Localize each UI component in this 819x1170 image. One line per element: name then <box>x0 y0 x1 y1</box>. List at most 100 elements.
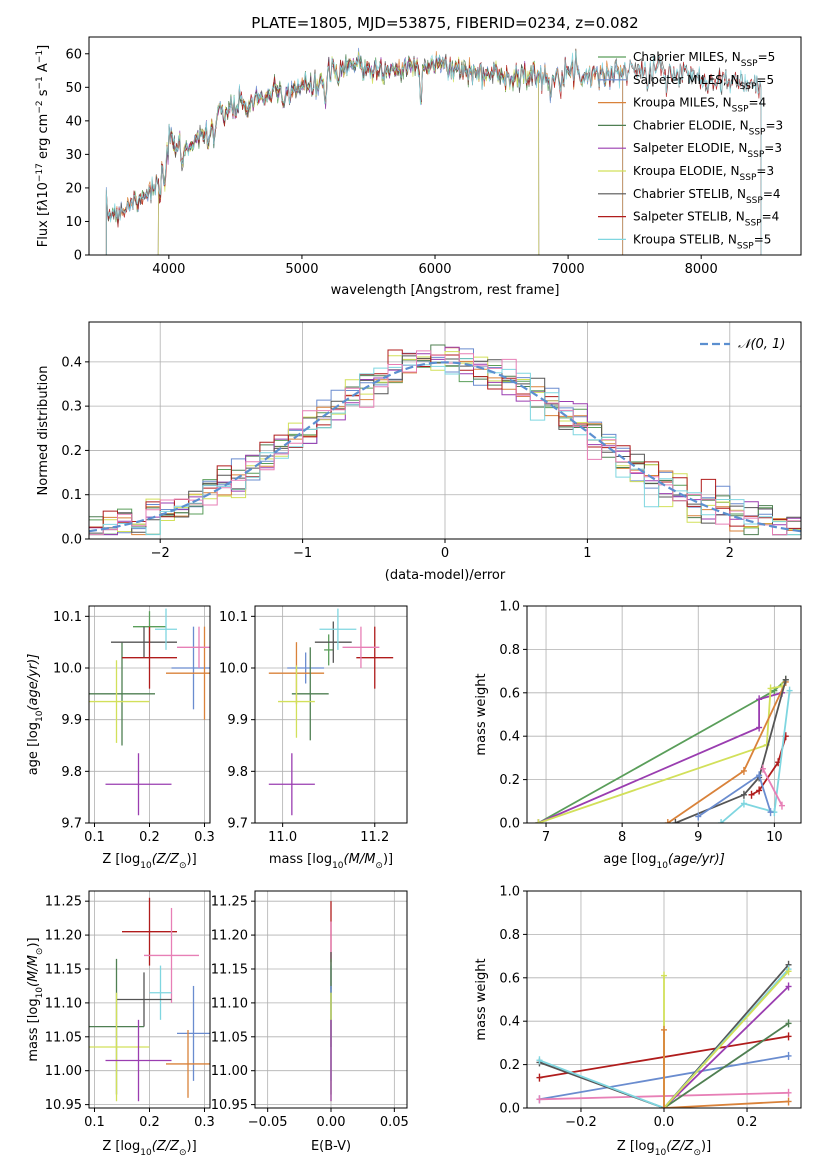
x-tick-label: 6000 <box>418 262 451 277</box>
error-point <box>278 665 315 738</box>
axes-frame <box>254 605 408 824</box>
y-tick-label: 0.4 <box>499 1015 520 1030</box>
error-point <box>319 608 357 650</box>
axes-frame <box>88 321 802 540</box>
spectrum-line <box>105 50 762 255</box>
x-tick-label: 11.2 <box>360 830 389 845</box>
legend-label: Kroupa MILES, NSSP=4 <box>633 96 766 115</box>
error-point <box>356 626 394 689</box>
x-tick-label: 0.3 <box>194 830 215 845</box>
error-point <box>166 1030 210 1098</box>
plot-area <box>268 608 394 816</box>
x-tick-label: 0.1 <box>84 830 105 845</box>
axes-frame <box>526 890 802 1109</box>
x-tick-label: 0.1 <box>84 1115 105 1130</box>
legend-label: 𝒩(0, 1) <box>738 337 785 352</box>
x-tick-label: −2 <box>151 546 170 561</box>
axes-frame <box>526 605 802 824</box>
y-tick-label: 50 <box>65 81 82 96</box>
x-axis-label: Z [log10(Z/Z⊙)] <box>102 1139 196 1158</box>
error-point <box>291 647 329 741</box>
x-tick-label: −0.05 <box>248 1115 288 1130</box>
mass-vs-EBV-axes: −0.05 0.00 0.05 10.95 11.00 11.05 11.10 11.15 11… <box>211 890 409 1154</box>
y-tick-label: 0.2 <box>61 444 82 459</box>
x-tick-label: 7000 <box>552 262 585 277</box>
y-tick-label: 11.20 <box>45 929 82 944</box>
y-tick-label: 10.0 <box>219 662 248 677</box>
massweight-vs-age-axes: 7 8 9 10 0.0 0.2 0.4 0.6 0.8 1.0 age [log10(age/yr… <box>474 600 802 871</box>
error-point <box>314 621 352 663</box>
x-tick-label: 8000 <box>685 262 718 277</box>
y-tick-label: 11.05 <box>211 1030 248 1045</box>
x-tick-label: −1 <box>293 546 312 561</box>
x-tick-label: 0.2 <box>139 1115 160 1130</box>
y-tick-label: 0.2 <box>499 1058 520 1073</box>
legend-label: Kroupa ELODIE, NSSP=3 <box>633 164 774 183</box>
y-tick-label: 1.0 <box>499 600 520 615</box>
y-tick-label: 0.8 <box>499 928 520 943</box>
error-point <box>89 660 150 743</box>
residuals-axes: −2 −1 0 1 2 0.0 0.1 0.2 0.3 0.4 (data-model)/error… <box>36 321 802 583</box>
plot-area <box>89 344 801 536</box>
y-tick-label: 40 <box>65 114 82 129</box>
x-axis-label: E(B-V) <box>311 1139 351 1154</box>
x-tick-label: 4000 <box>152 262 185 277</box>
y-tick-label: 9.7 <box>227 817 248 832</box>
x-axis-label: (data-model)/error <box>385 568 506 583</box>
mass-vs-Z-axes: 0.1 0.2 0.3 10.95 11.00 11.05 11.10 11.15 11.20 1… <box>26 890 215 1158</box>
x-tick-label: 0.00 <box>317 1115 346 1130</box>
spectrum-axes: 4000 5000 6000 7000 8000 0 10 20 30 40 50 60 PLATE=1… <box>35 14 802 298</box>
y-tick-label: 0.3 <box>61 400 82 415</box>
age-vs-Z-axes: 0.1 0.2 0.3 9.7 9.8 9.9 10.0 10.1 Z [log10(Z/Z⊙)… <box>26 605 215 871</box>
x-tick-label: 5000 <box>285 262 318 277</box>
weight-line <box>663 1022 790 1108</box>
y-tick-label: 0.6 <box>499 971 520 986</box>
x-tick-label: −0.2 <box>565 1115 597 1130</box>
plot-area <box>89 608 210 816</box>
y-tick-label: 9.7 <box>61 817 82 832</box>
x-axis-label: mass [log10(M/M⊙)] <box>269 852 393 871</box>
error-point <box>166 626 210 720</box>
axes-frame <box>88 890 211 1109</box>
error-point <box>89 642 155 746</box>
y-tick-label: 0.0 <box>61 533 82 548</box>
error-point <box>111 626 177 658</box>
axes-frame <box>88 605 211 824</box>
weight-line <box>663 1029 789 1108</box>
y-tick-label: 11.15 <box>211 962 248 977</box>
x-axis-label: Z [log10(Z/Z⊙)] <box>102 852 196 871</box>
plot-area <box>105 47 762 255</box>
error-point <box>122 897 177 966</box>
weight-line <box>539 968 790 1108</box>
y-tick-label: 0.4 <box>61 355 82 370</box>
y-tick-label: 10.1 <box>219 610 248 625</box>
y-tick-label: 0 <box>74 249 82 264</box>
x-tick-label: 2 <box>726 546 734 561</box>
y-tick-label: 11.25 <box>211 895 248 910</box>
y-tick-label: 60 <box>65 47 82 62</box>
legend: Chabrier MILES, NSSP=5 Salpeter MILES, NS… <box>598 50 783 251</box>
legend-label: Chabrier ELODIE, NSSP=3 <box>633 118 783 137</box>
histogram-step <box>89 358 801 536</box>
plot-area <box>89 897 210 1102</box>
axes-frame <box>254 890 408 1109</box>
error-point <box>268 753 315 816</box>
y-axis-label: mass weight <box>474 673 489 755</box>
error-point <box>105 1019 172 1102</box>
normal-curve <box>89 361 801 533</box>
y-axis-label: Normed distribution <box>36 366 51 496</box>
error-point <box>177 626 210 668</box>
y-tick-label: 0.0 <box>499 1102 520 1117</box>
weight-line <box>720 690 791 823</box>
y-tick-label: 30 <box>65 148 82 163</box>
y-tick-label: 9.9 <box>227 713 248 728</box>
y-tick-label: 10 <box>65 215 82 230</box>
legend-label: Salpeter MILES, NSSP=5 <box>633 73 774 92</box>
error-point <box>122 626 177 689</box>
plot-area <box>535 675 793 823</box>
x-tick-label: 8 <box>618 830 626 845</box>
x-tick-label: 0 <box>441 546 449 561</box>
y-tick-label: 1.0 <box>499 885 520 900</box>
x-axis-label: Z [log10(Z/Z⊙)] <box>617 1139 711 1158</box>
